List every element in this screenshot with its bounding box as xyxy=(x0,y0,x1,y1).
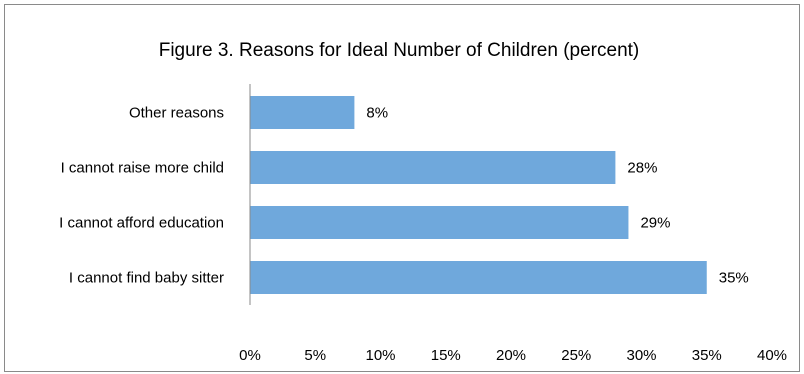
data-label-2: 29% xyxy=(640,215,670,232)
x-tick-label-0: 0% xyxy=(239,347,261,364)
bar-0 xyxy=(250,96,355,129)
chart-title: Figure 3. Reasons for Ideal Number of Ch… xyxy=(159,40,640,61)
x-tick-label-4: 20% xyxy=(496,347,526,364)
bar-3 xyxy=(250,261,707,294)
labels-layer: Other reasons 8% I cannot raise more child… xyxy=(59,105,749,287)
x-tick-label-5: 25% xyxy=(561,347,591,364)
x-tick-label-2: 10% xyxy=(365,347,395,364)
axis-layer: 0% 5% 10% 15% 20% 25% 30% 35% 40% xyxy=(239,84,787,364)
data-label-3: 35% xyxy=(719,270,749,287)
chart-frame: Figure 3. Reasons for Ideal Number of Ch… xyxy=(4,4,800,372)
x-tick-label-1: 5% xyxy=(304,347,326,364)
category-label-2: I cannot afford education xyxy=(59,215,224,232)
x-tick-label-3: 15% xyxy=(431,347,461,364)
x-tick-label-6: 30% xyxy=(626,347,656,364)
bars-layer xyxy=(250,96,707,294)
bar-2 xyxy=(250,206,629,239)
data-label-0: 8% xyxy=(366,105,388,122)
category-label-3: I cannot find baby sitter xyxy=(69,270,224,287)
bar-chart: Figure 3. Reasons for Ideal Number of Ch… xyxy=(59,40,787,364)
category-label-0: Other reasons xyxy=(129,105,224,122)
category-label-1: I cannot raise more child xyxy=(61,160,224,177)
bar-1 xyxy=(250,151,616,184)
x-tick-label-8: 40% xyxy=(757,347,787,364)
x-tick-label-7: 35% xyxy=(692,347,722,364)
data-label-1: 28% xyxy=(627,160,657,177)
